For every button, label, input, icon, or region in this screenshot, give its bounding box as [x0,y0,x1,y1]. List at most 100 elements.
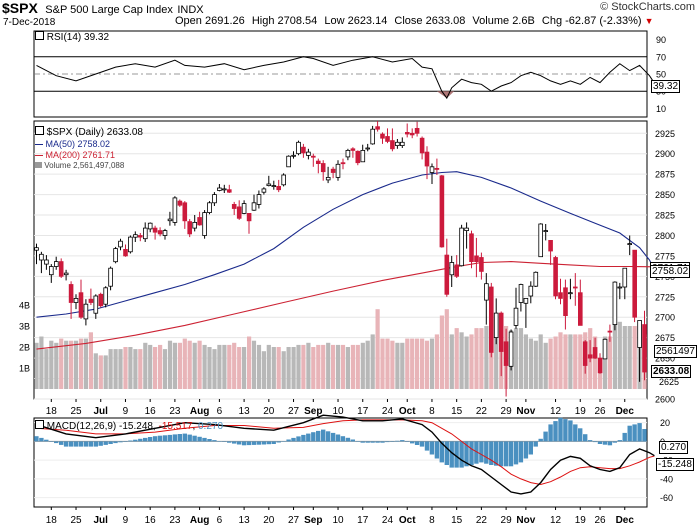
macd-hist-bar [227,441,232,443]
volume-bar [148,344,153,389]
macd-hist-bar [251,441,257,445]
candle-body [68,284,74,303]
macd-hist-bar [177,434,182,442]
macd-hist-bar [583,434,588,442]
volume-bar [217,344,222,389]
rsi-tick-10: 10 [656,104,666,114]
volume-bar [548,338,553,389]
volume-bar [237,347,242,389]
macd-hist-bar [261,441,267,445]
candle-body [568,292,573,295]
volume-bar [286,347,291,389]
candle-body [434,167,440,170]
legend-main-label: $SPX (Daily) 2633.08 [46,127,143,138]
legend-main: $SPX (Daily) 2633.08 [35,126,143,139]
candle-body [113,248,118,263]
macd-hist-bar [296,436,301,442]
macd-hist-bar [469,441,474,465]
down-arrow-icon: ▼ [644,16,654,26]
macd-hist-bar [489,441,494,465]
x-tick-label: 15 [451,406,463,417]
volume-bar [301,344,306,389]
volume-bar [420,338,425,389]
macd-hist-bar [602,441,608,445]
volume-bar [93,353,98,389]
macd-hist-bar [143,437,148,442]
x-tick-label: 16 [145,515,157,526]
volume-bar [251,340,257,389]
x-tick-label: 6 [217,515,223,526]
candle-body [617,286,623,289]
candle-body [573,286,578,289]
volume-bar [222,344,227,389]
candle-body [281,174,286,186]
x-tick-label: 25 [70,515,82,526]
x-tick-label: 10 [332,406,344,417]
candle-body [582,341,588,366]
candle-body [409,132,415,136]
x-tick-label: 12 [550,406,562,417]
candle-body [360,149,366,163]
price-tick-2825: 2825 [655,211,675,221]
candle-body [355,150,361,164]
x-tick-label: 29 [501,515,513,526]
macd-hist-bar [375,441,380,443]
candle-body [350,148,356,151]
macd-hist-bar [78,441,84,447]
candle-body [469,233,474,263]
volume-bar [247,336,252,389]
candle-body [419,137,425,154]
volume-value: 2.6B [512,15,535,27]
volume-tick-4B: 4B [19,301,30,311]
volume-bar [415,338,420,389]
volume-bar [83,338,88,389]
macd-hist-bar [182,433,187,442]
volume-bar [543,342,548,389]
candle-body [597,357,603,374]
x-tick-label: 17 [357,406,369,417]
price-tick-2725: 2725 [655,292,675,302]
candle-body [271,185,277,188]
macd-hist-bar [400,440,405,442]
volume-bar [88,332,93,389]
macd-hist-bar [222,441,227,442]
candle-body [459,227,464,267]
x-axis-bottom: 18 25 Jul 9 16 23 Aug 6 13 20 27 Sep 10 17 24 Oct 8 15 22 2… [46,507,634,526]
volume-bar [316,344,321,389]
x-tick-label: 24 [382,406,394,417]
volume-bar [187,340,192,389]
volume-bar [202,344,207,389]
x-tick-label: 13 [239,515,251,526]
candle-body [187,221,193,235]
volume-bar [390,340,395,389]
candle-body [221,188,227,191]
price-tick-2925: 2925 [655,129,675,139]
macd-hist-bar [370,441,375,443]
volume-bar [494,326,499,389]
candle-body [54,261,59,267]
macd-hist-bar [523,441,529,459]
macd-hist-bar [162,435,168,442]
macd-hist-bar [568,420,573,442]
volume-bar [162,349,168,389]
x-tick-label: 18 [46,515,58,526]
macd-hist-bar [93,441,98,447]
volume-bar [578,334,583,389]
macd-swatch [35,420,44,429]
x-tick-label: Aug [190,515,209,526]
x-tick-label: Oct [399,406,416,417]
volume-bar [405,338,410,389]
macd-hist-bar [642,429,647,442]
macd-signal-value: -15.517 [158,421,193,432]
volume-bar [454,328,459,389]
candle-body [325,176,331,181]
macd-hist-bar [518,441,524,463]
candle-body [276,185,281,191]
rsi-label: RSI(14) 39.32 [46,32,110,43]
candle-body [320,163,326,173]
candle-body [592,347,598,359]
x-tick-label: 27 [288,406,300,417]
volume-bar [558,332,563,389]
tick-2625: 2625 [659,377,680,387]
